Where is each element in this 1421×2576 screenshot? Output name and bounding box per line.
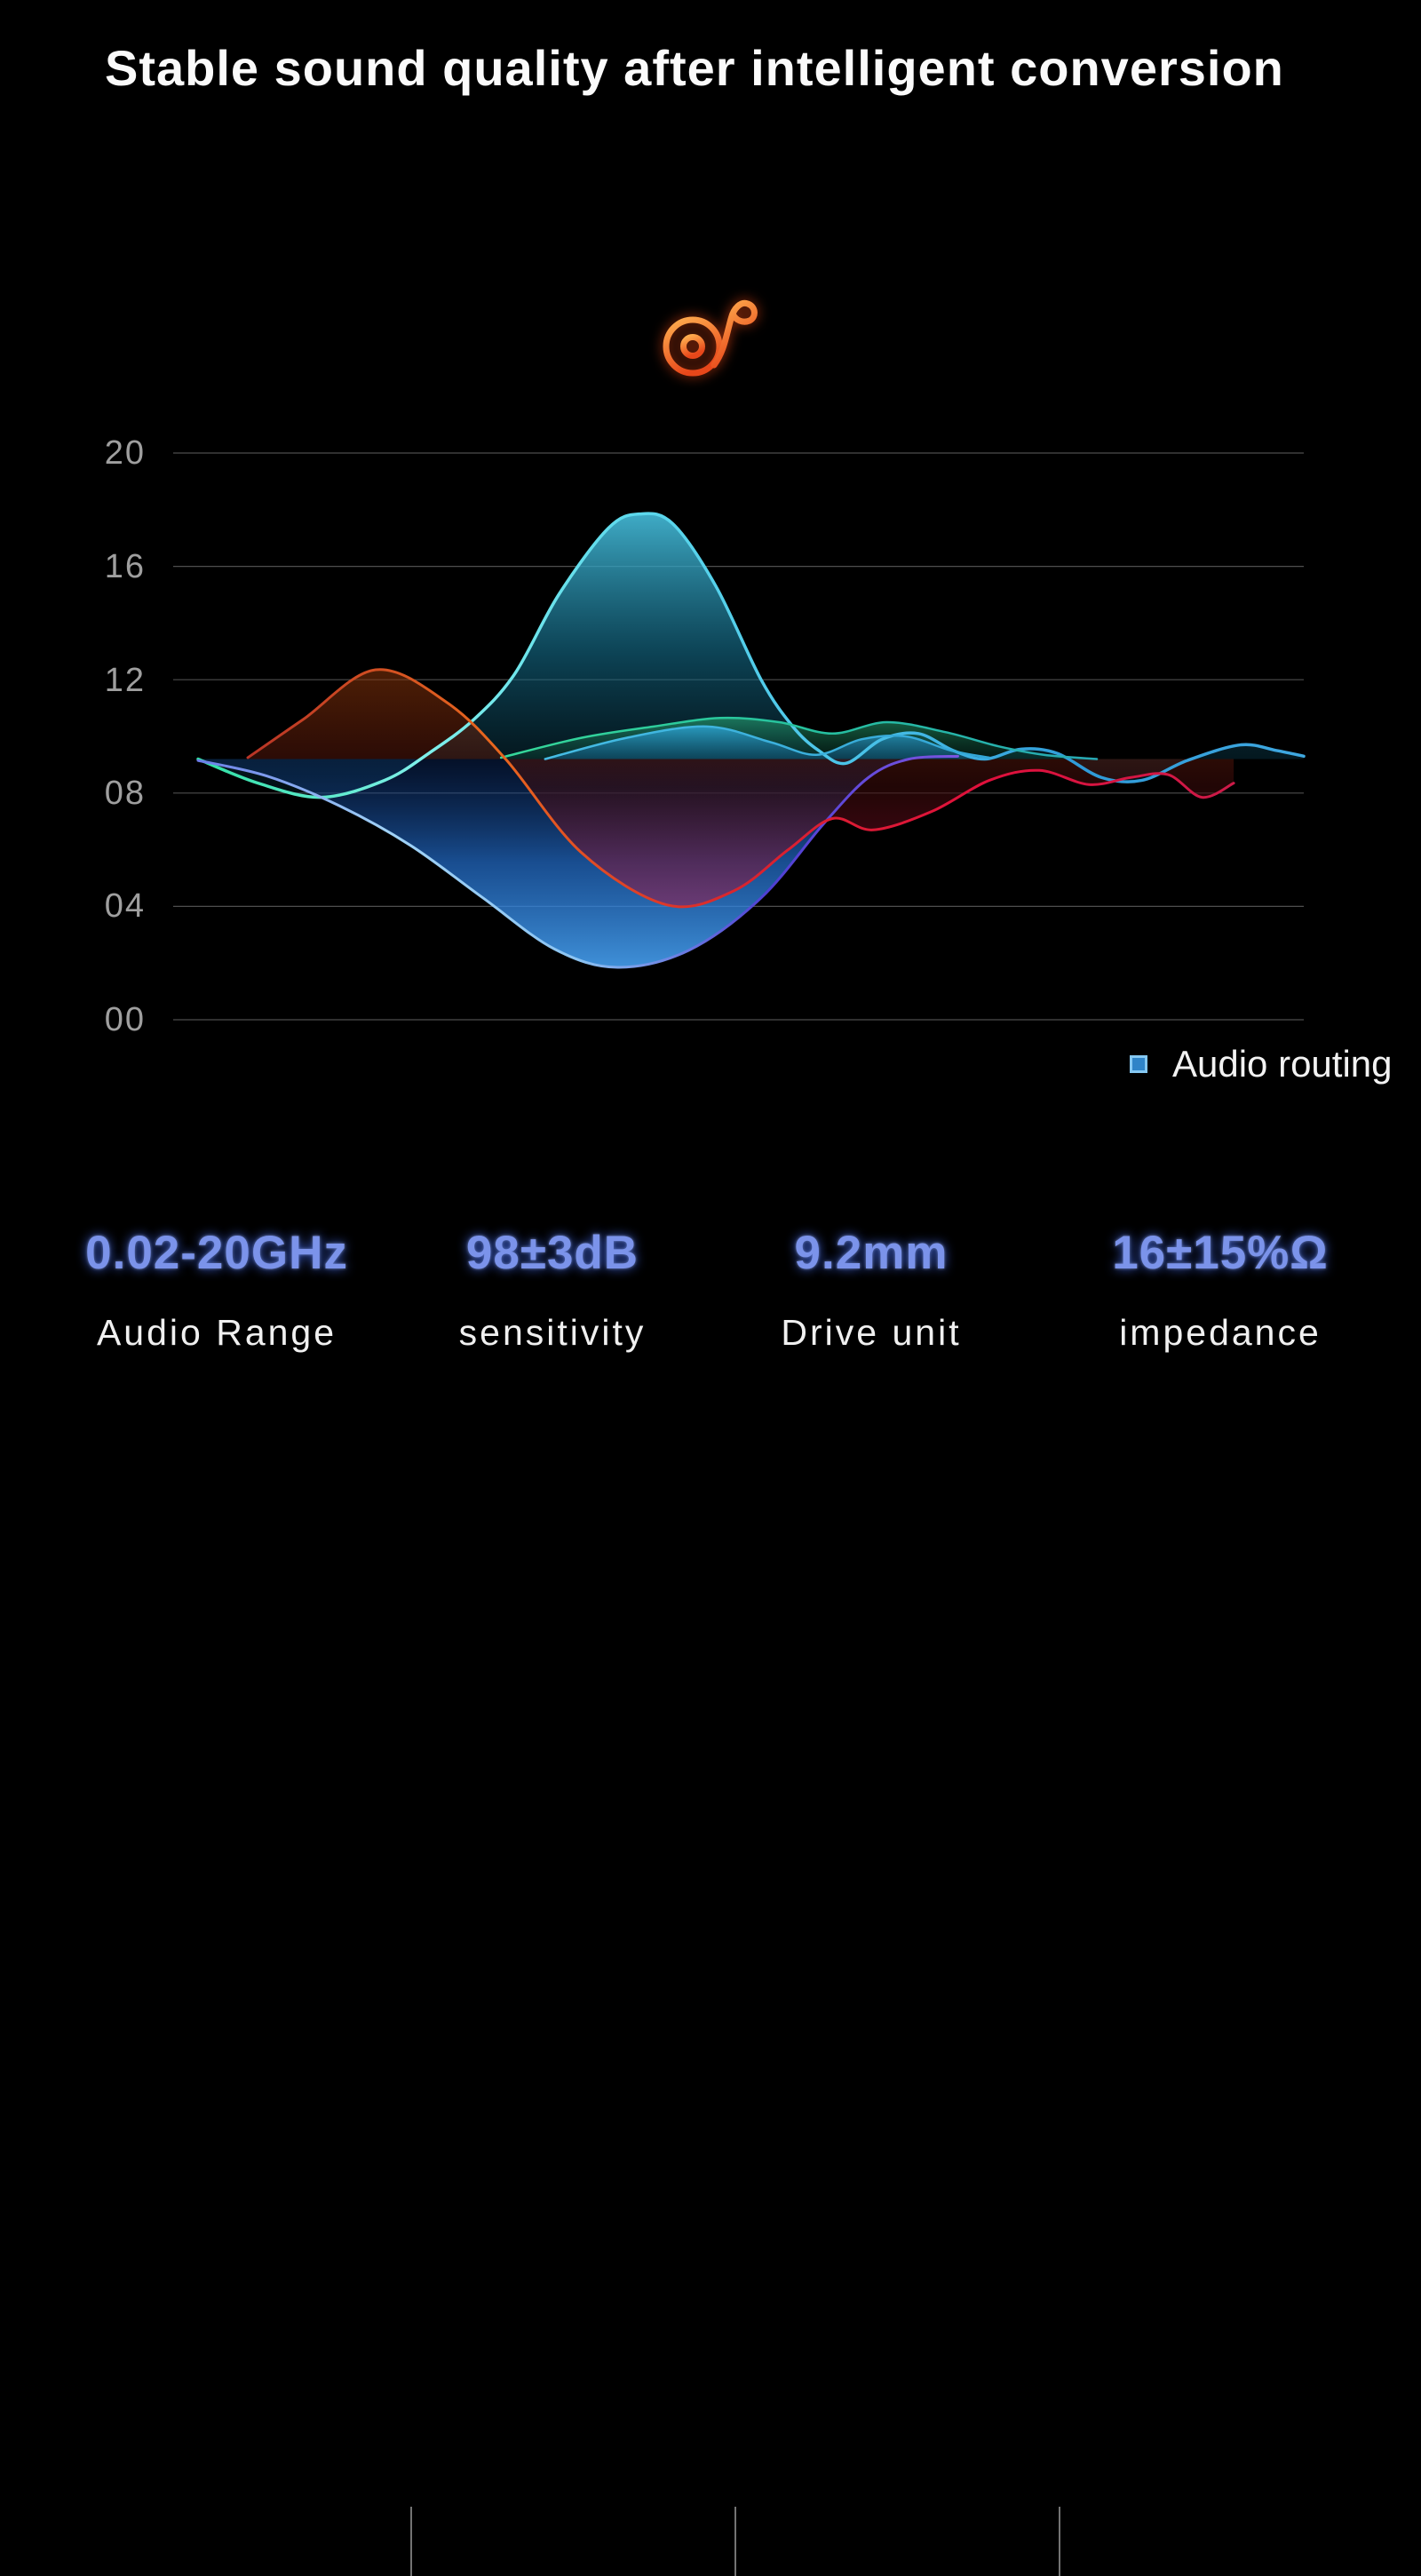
wave-fills (198, 513, 1305, 967)
music-note-icon (663, 299, 758, 377)
spec-label: Drive unit (781, 1312, 962, 1353)
spec-row: 0.02-20GHz Audio Range 98±3dB sensitivit… (0, 1226, 1421, 2576)
legend-label: Audio routing (1172, 1043, 1393, 1085)
y-tick-12: 12 (104, 662, 146, 699)
wave-chart-svg (173, 452, 1306, 1021)
spec-value: 0.02-20GHz (85, 1227, 348, 1279)
legend-audio-routing: Audio routing (1130, 1041, 1393, 1087)
spec-audio-range: 0.02-20GHz Audio Range (85, 1226, 348, 1354)
spec-impedance: 16±15%Ω impedance (1112, 1226, 1329, 1354)
y-tick-04: 04 (104, 887, 146, 925)
wave-line-audio-routing (196, 512, 1306, 799)
spec-label: Audio Range (96, 1312, 337, 1353)
wave-lines (196, 512, 1306, 969)
disc-outline (663, 316, 723, 377)
wave-line-green-band (499, 716, 1099, 760)
audio-chart: 20 16 12 08 04 00 (104, 434, 1306, 1038)
wave-line-mid-blue-band (544, 725, 991, 760)
wave-fill-red-band (248, 669, 1234, 907)
wave-line-red-band (246, 668, 1235, 909)
spec-divider (1059, 2507, 1060, 2576)
spec-value: 9.2mm (794, 1227, 949, 1279)
legend-swatch (1130, 1055, 1147, 1073)
y-tick-08: 08 (104, 775, 146, 812)
y-tick-20: 20 (104, 434, 146, 472)
spec-label: impedance (1119, 1312, 1322, 1353)
y-tick-00: 00 (104, 1001, 146, 1038)
wave-line-deep-blue (196, 754, 959, 969)
note-stem (710, 299, 758, 369)
spec-divider (410, 2507, 412, 2576)
spec-value: 16±15%Ω (1112, 1227, 1329, 1279)
page-title: Stable sound quality after intelligent c… (105, 40, 1284, 96)
spec-divider (734, 2507, 736, 2576)
wave-fill-mid-blue-band (544, 726, 990, 759)
spec-value: 98±3dB (465, 1227, 639, 1279)
spec-sensitivity: 98±3dB sensitivity (459, 1226, 647, 1354)
spec-drive-unit: 9.2mm Drive unit (781, 1226, 961, 1354)
disc-hole (680, 334, 705, 359)
spec-label: sensitivity (458, 1312, 647, 1353)
y-tick-16: 16 (104, 548, 146, 585)
audio-infographic: Stable sound quality after intelligent c… (0, 40, 1421, 2576)
